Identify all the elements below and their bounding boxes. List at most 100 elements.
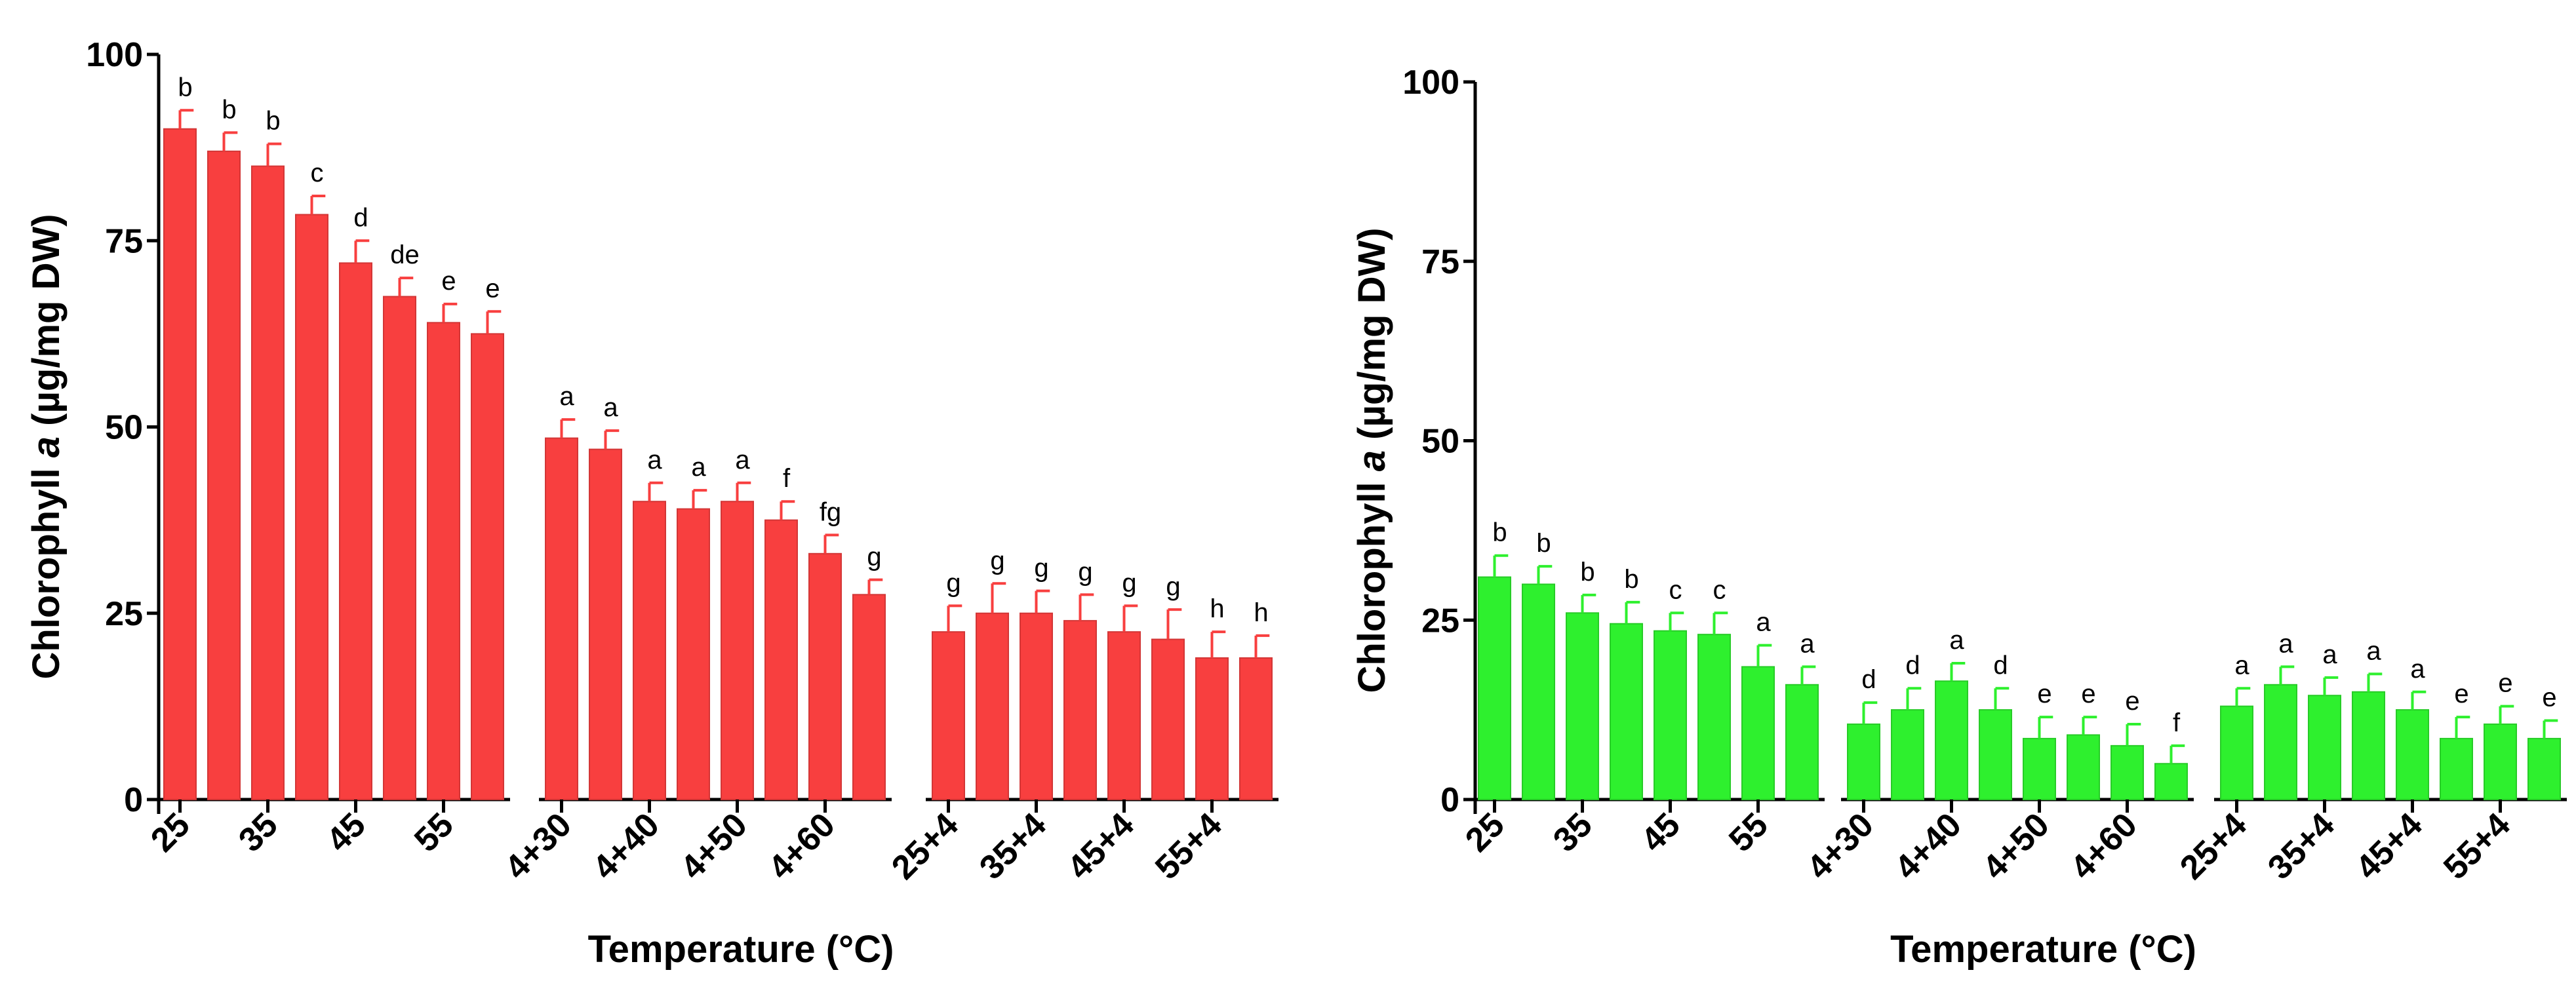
- y-axis-title-suffix: (µg/mg DW): [1351, 227, 1393, 450]
- bar: [383, 296, 416, 800]
- bar: [2264, 684, 2297, 801]
- x-tick-label: 4+40: [1888, 805, 1969, 887]
- x-tick-label: 55+4: [2436, 805, 2518, 887]
- significance-letter: a: [1800, 629, 1815, 658]
- significance-letter: h: [1254, 598, 1268, 627]
- significance-letter: g: [1034, 554, 1048, 583]
- significance-letter: e: [2498, 669, 2512, 698]
- significance-letter: a: [2234, 651, 2249, 680]
- significance-letter: g: [1166, 572, 1180, 601]
- bar: [1063, 620, 1097, 800]
- bar: [852, 594, 886, 800]
- bar: [1654, 630, 1687, 800]
- significance-letter: g: [946, 568, 961, 597]
- x-tick-label: 4+60: [2063, 805, 2145, 887]
- bar: [471, 333, 504, 800]
- significance-letter: a: [2322, 640, 2337, 669]
- significance-letter: b: [222, 95, 236, 124]
- significance-letter: g: [867, 543, 881, 571]
- x-tick-label: 25: [1458, 805, 1512, 859]
- x-tick-label: 45+4: [1060, 805, 1141, 887]
- bar: [1979, 709, 2012, 800]
- significance-letter: a: [2410, 655, 2425, 684]
- y-tick-label: 50: [105, 409, 143, 447]
- bar: [1239, 657, 1273, 800]
- y-axis-title-italic: a: [1351, 450, 1393, 471]
- bar: [295, 214, 328, 800]
- significance-letter: e: [485, 274, 500, 303]
- bar: [2067, 734, 2100, 800]
- y-tick-label: 0: [124, 781, 143, 819]
- bar: [808, 552, 842, 800]
- bar: [163, 128, 197, 800]
- bar: [2110, 744, 2144, 800]
- bar: [1610, 623, 1643, 800]
- significance-letter: c: [311, 159, 324, 187]
- y-tick-label: 100: [1402, 64, 1459, 102]
- y-axis-title-prefix: Chlorophyll: [25, 457, 68, 679]
- bar: [2220, 705, 2253, 801]
- bar: [721, 501, 754, 800]
- y-tick-label: 25: [1421, 602, 1459, 640]
- x-tick-label: 45+4: [2348, 805, 2430, 887]
- y-axis-title: Chlorophyll a (µg/mg DW): [1351, 227, 1393, 693]
- x-tick-label: 35: [1546, 805, 1600, 859]
- significance-letter: b: [1492, 518, 1507, 547]
- significance-letter: d: [1861, 665, 1876, 694]
- x-tick-label: 4+60: [761, 805, 842, 887]
- significance-letter: c: [1669, 575, 1682, 604]
- significance-letter: a: [647, 446, 662, 474]
- x-tick-label: 45: [1634, 805, 1688, 859]
- significance-letter: h: [1210, 594, 1224, 623]
- x-tick-label: 4+50: [1975, 805, 2057, 887]
- bar: [2440, 737, 2473, 801]
- significance-letter: e: [2081, 680, 2095, 708]
- bar: [339, 262, 372, 800]
- bar: [1847, 724, 1880, 801]
- x-tick-label: 55+4: [1148, 805, 1229, 887]
- bar: [2527, 737, 2561, 801]
- x-tick-label: 45: [319, 805, 373, 859]
- significance-letter: a: [603, 393, 618, 422]
- x-axis-title: Temperature (°C): [1890, 928, 2196, 971]
- significance-letter: a: [2366, 636, 2381, 665]
- bar: [1151, 638, 1185, 800]
- bar: [1478, 576, 1511, 800]
- bar: [1020, 612, 1053, 800]
- bar: [764, 519, 798, 800]
- significance-letter: d: [1905, 651, 1920, 680]
- x-tick-label: 35+4: [972, 805, 1054, 887]
- x-tick-label: 35+4: [2261, 805, 2342, 887]
- significance-letter: b: [266, 106, 280, 135]
- x-tick-label: 4+50: [673, 805, 755, 887]
- significance-letter: d: [1993, 651, 2008, 680]
- significance-letter: g: [1122, 568, 1136, 597]
- significance-letter: b: [1580, 558, 1595, 587]
- significance-letter: e: [2125, 687, 2139, 716]
- y-axis-title-suffix: (µg/mg DW): [25, 214, 68, 436]
- bar: [2154, 763, 2188, 800]
- significance-letter: c: [1713, 575, 1726, 604]
- bar: [1522, 583, 1555, 800]
- bar: [1566, 612, 1599, 800]
- bar: [589, 448, 622, 800]
- bar: [1935, 680, 1968, 800]
- y-axis-title-italic: a: [25, 436, 68, 457]
- significance-letter: e: [2542, 684, 2556, 712]
- bar: [2352, 691, 2385, 800]
- significance-letter: e: [2037, 680, 2051, 708]
- significance-letter: e: [2454, 680, 2468, 708]
- bar: [207, 150, 241, 800]
- significance-letter: g: [990, 546, 1004, 575]
- y-axis-title-prefix: Chlorophyll: [1351, 471, 1393, 693]
- x-tick-label: 4+30: [498, 805, 579, 887]
- x-tick-label: 55: [1722, 805, 1775, 859]
- significance-letter: a: [2278, 629, 2293, 658]
- bar: [1107, 631, 1141, 800]
- y-tick-label: 25: [105, 595, 143, 633]
- bar: [251, 165, 285, 801]
- bar: [1195, 657, 1229, 800]
- x-tick-label: 55: [407, 805, 461, 859]
